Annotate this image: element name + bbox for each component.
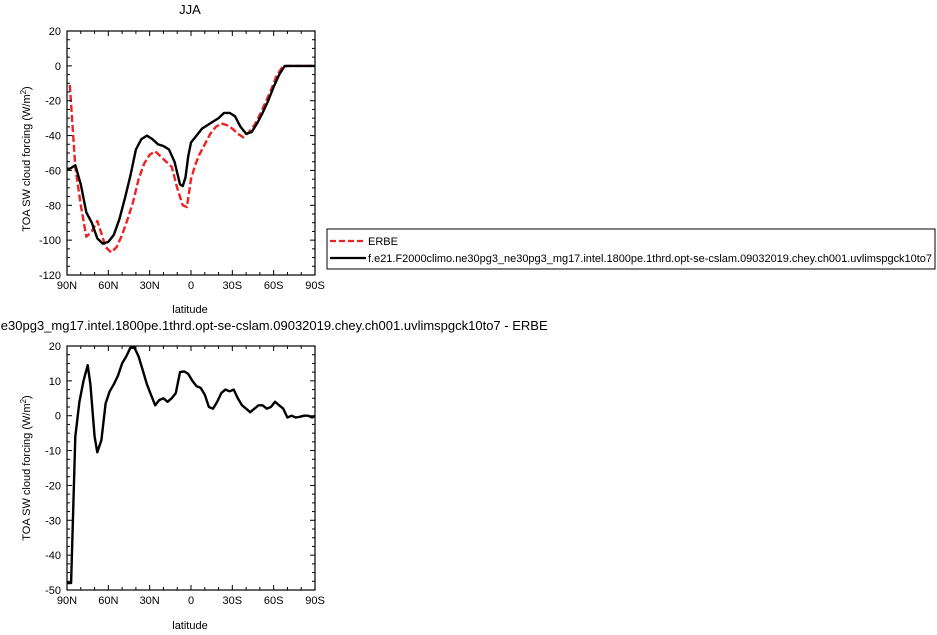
bottom-series-difference-line [67,346,315,585]
top-ytick-label: -120 [39,270,61,282]
top-xtick-label: 0 [188,280,194,292]
bottom-ytick-label: -10 [45,446,61,458]
top-ylabel-sup: 2 [19,89,28,94]
bottom-ylabel-sup: 2 [19,398,28,403]
legend-label-model: f.e21.F2000climo.ne30pg3_ne30pg3_mg17.in… [368,253,932,265]
top-ytick-label: 20 [49,26,61,38]
top-panel-title: JJA [179,2,201,17]
top-panel-xlabel: latitude [172,304,207,316]
svg-text:TOA SW cloud forcing (W/m2): TOA SW cloud forcing (W/m2) [19,86,33,231]
top-xtick-label: 90S [305,280,325,292]
top-xtick-label: 30N [140,280,160,292]
top-ytick-label: -40 [45,131,61,143]
bottom-panel-xlabel: latitude [172,620,207,632]
bottom-ytick-label: -50 [45,585,61,597]
bottom-xtick-label: 60N [98,595,118,607]
top-xtick-label: 60N [98,280,118,292]
bottom-xtick-label: 30N [140,595,160,607]
top-ytick-label: -80 [45,200,61,212]
top-ytick-label: 0 [55,61,61,73]
top-ylabel-unit: (W/m [21,94,33,120]
legend-label-erbe: ERBE [368,236,398,248]
bottom-ylabel-main: TOA SW cloud forcing [21,430,33,541]
top-series-erbe-line [68,64,315,254]
bottom-xtick-label: 0 [188,595,194,607]
bottom-panel: f.e21.F2000climo.ne30pg3_ne30pg3_mg17.in… [0,318,548,632]
top-xtick-label: 60S [264,280,284,292]
bottom-ytick-label: -20 [45,480,61,492]
bottom-xtick-label: 30S [223,595,243,607]
top-ylabel-close: ) [21,86,33,90]
bottom-xtick-label: 60S [264,595,284,607]
top-series-model-line [67,64,315,245]
top-panel-ylabel: TOA SW cloud forcing (W/m2) [19,86,33,231]
bottom-ylabel-unit: (W/m [21,403,33,429]
top-ytick-label: -60 [45,165,61,177]
bottom-panel-ylabel: TOA SW cloud forcing (W/m2) [19,395,33,540]
bottom-panel-title: f.e21.F2000climo.ne30pg3_ne30pg3_mg17.in… [0,318,548,333]
bottom-ytick-label: 20 [49,341,61,353]
top-xtick-label: 30S [223,280,243,292]
bottom-ylabel-close: ) [21,395,33,399]
bottom-plot-frame [66,345,316,591]
svg-text:TOA SW cloud forcing (W/m2): TOA SW cloud forcing (W/m2) [19,395,33,540]
top-ylabel-main: TOA SW cloud forcing [21,121,33,232]
top-ytick-label: -20 [45,96,61,108]
bottom-ytick-label: 0 [55,411,61,423]
legend: ERBE f.e21.F2000climo.ne30pg3_ne30pg3_mg… [326,228,936,270]
top-ytick-label: -100 [39,235,61,247]
top-panel: JJA TOA SW cloud forcing (W/m2) latitude… [19,2,325,316]
top-xtick-label: 90N [57,280,77,292]
bottom-xtick-label: 90N [57,595,77,607]
bottom-ytick-label: -40 [45,550,61,562]
bottom-xtick-label: 90S [305,595,325,607]
bottom-ytick-label: 10 [49,376,61,388]
bottom-ytick-label: -30 [45,515,61,527]
legend-box [326,228,936,270]
